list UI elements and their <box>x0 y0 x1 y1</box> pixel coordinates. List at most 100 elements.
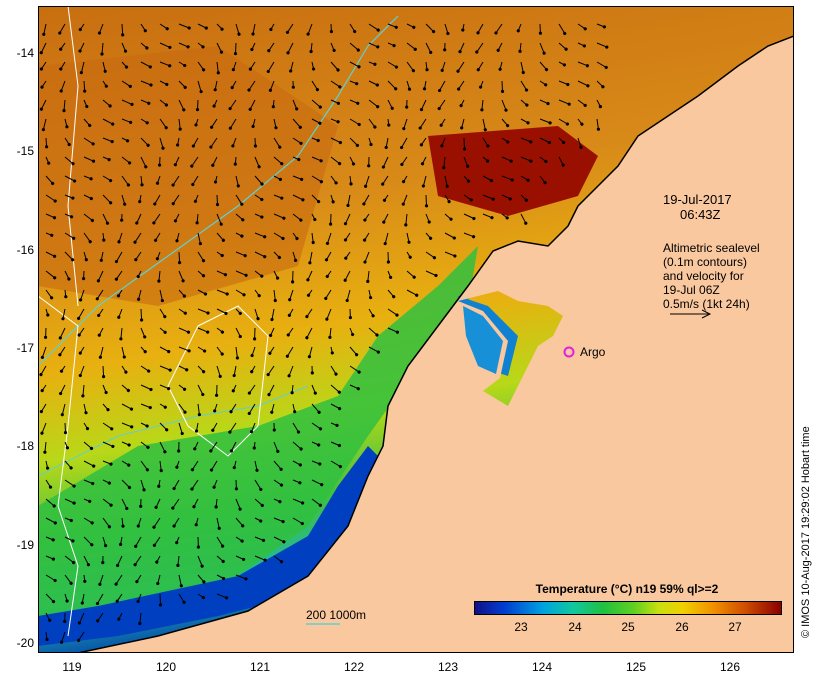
sealevel-contour <box>67 6 79 307</box>
velocity-arrow <box>197 80 203 94</box>
velocity-arrow <box>159 42 172 50</box>
velocity-arrow <box>83 118 92 128</box>
velocity-arrow <box>216 270 227 277</box>
sealevel-contour <box>38 295 79 637</box>
velocity-arrow <box>102 479 112 485</box>
velocity-arrow <box>83 422 90 431</box>
argo-float-marker[interactable] <box>563 346 575 358</box>
velocity-arrow <box>290 384 294 395</box>
velocity-arrow <box>311 80 319 92</box>
velocity-arrow <box>215 194 220 207</box>
velocity-arrow <box>444 175 449 188</box>
velocity-arrow <box>250 365 256 374</box>
velocity-arrow <box>400 137 408 150</box>
velocity-arrow <box>45 574 57 583</box>
velocity-arrow <box>193 441 199 451</box>
warm-water-patch <box>38 46 338 306</box>
velocity-arrow <box>482 194 495 201</box>
velocity-arrow <box>425 213 431 224</box>
sst-map[interactable] <box>38 6 794 653</box>
argo-label[interactable]: Argo <box>580 345 606 359</box>
velocity-arrow <box>39 403 47 414</box>
velocity-scale-arrowhead <box>701 309 712 319</box>
velocity-arrow <box>140 118 149 125</box>
velocity-arrow <box>76 631 85 643</box>
velocity-arrow <box>368 137 373 147</box>
x-tick-label: 121 <box>249 660 271 674</box>
velocity-arrow <box>250 42 256 52</box>
velocity-arrow <box>232 460 237 470</box>
velocity-arrow <box>421 175 427 188</box>
velocity-arrow <box>368 289 373 300</box>
velocity-arrow <box>292 137 303 145</box>
velocity-arrow <box>197 327 210 334</box>
velocity-arrow <box>176 137 180 147</box>
velocity-arrow <box>209 441 218 453</box>
velocity-arrow <box>64 536 75 543</box>
velocity-arrow <box>539 118 552 125</box>
velocity-arrow <box>39 61 47 71</box>
velocity-arrow <box>349 23 357 34</box>
velocity-arrow <box>330 365 338 376</box>
velocity-arrow <box>64 213 74 219</box>
velocity-arrow <box>558 137 566 145</box>
velocity-arrow <box>197 593 205 600</box>
velocity-arrow <box>159 308 167 319</box>
altimetry-note-line: 19-Jul 06Z <box>663 283 720 297</box>
velocity-arrow <box>45 175 55 185</box>
velocity-arrow <box>254 175 264 186</box>
velocity-arrow <box>228 99 237 111</box>
map-frame[interactable] <box>38 6 794 653</box>
velocity-arrow <box>121 498 129 511</box>
velocity-arrow <box>64 517 73 523</box>
velocity-arrow <box>58 23 66 35</box>
velocity-arrow <box>520 80 529 92</box>
velocity-arrow <box>250 346 256 358</box>
velocity-arrow <box>558 80 570 87</box>
velocity-arrow <box>45 289 54 300</box>
velocity-arrow <box>444 213 453 221</box>
velocity-arrow <box>368 99 380 109</box>
velocity-arrow <box>191 175 199 187</box>
velocity-arrow <box>349 327 355 337</box>
velocity-arrow <box>235 574 248 581</box>
velocity-arrow <box>45 270 57 280</box>
velocity-arrow <box>252 441 256 450</box>
velocity-arrow <box>520 137 533 144</box>
velocity-arrow <box>40 384 47 393</box>
velocity-arrow <box>83 99 89 109</box>
velocity-arrow <box>306 23 313 36</box>
velocity-arrow <box>235 175 240 188</box>
velocity-arrow <box>311 156 323 163</box>
velocity-arrow <box>64 270 71 281</box>
velocity-arrow <box>459 99 465 108</box>
coastline <box>77 35 794 653</box>
velocity-arrow <box>311 213 317 222</box>
velocity-arrow <box>102 441 115 448</box>
velocity-arrow <box>195 213 199 225</box>
velocity-arrow <box>83 555 91 567</box>
velocity-arrow <box>387 61 399 69</box>
velocity-arrow <box>58 346 66 357</box>
velocity-arrow <box>121 194 127 206</box>
velocity-arrow <box>343 213 351 226</box>
velocity-arrow <box>292 99 299 111</box>
velocity-arrow <box>402 118 408 131</box>
velocity-arrow <box>211 156 218 167</box>
velocity-arrow <box>102 137 114 144</box>
velocity-arrow <box>45 631 49 642</box>
velocity-arrow <box>78 42 85 53</box>
velocity-arrow <box>330 99 340 105</box>
velocity-arrow <box>254 194 264 202</box>
velocity-arrow <box>456 61 465 73</box>
y-tick-label: -17 <box>16 341 34 355</box>
velocity-arrow <box>155 251 161 261</box>
velocity-arrow <box>349 118 361 127</box>
velocity-arrow <box>83 479 95 486</box>
velocity-arrow <box>102 384 108 395</box>
velocity-arrow <box>461 23 465 32</box>
velocity-arrow <box>501 156 513 163</box>
velocity-arrow <box>330 460 342 469</box>
velocity-arrow <box>140 346 147 354</box>
velocity-arrow <box>121 61 129 69</box>
